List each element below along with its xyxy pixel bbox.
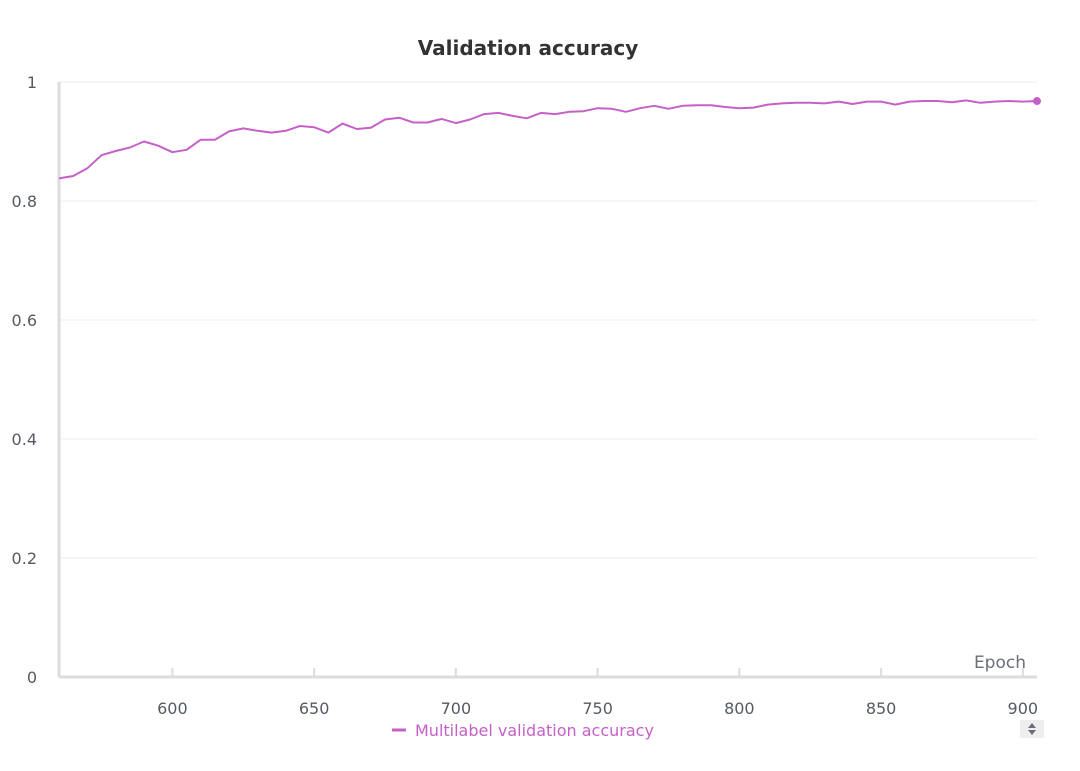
x-tick-label: 800 [724, 699, 755, 718]
axis-layer [57, 82, 1037, 679]
x-tick-label: 650 [299, 699, 330, 718]
grid-layer [59, 81, 1037, 559]
y-tick-label: 0.8 [12, 192, 37, 211]
x-tick-label: 750 [582, 699, 613, 718]
y-tick-label: 0.4 [12, 430, 37, 449]
x-tick-labels: 600 650 700 750 800 850 900 [157, 699, 1038, 718]
y-tick-label: 1 [27, 73, 37, 92]
y-tick-labels: 0 0.2 0.4 0.6 0.8 1 [12, 73, 37, 687]
series-line [58, 99, 1038, 180]
x-tick-label: 700 [441, 699, 472, 718]
y-tick-label: 0 [27, 668, 37, 687]
legend-label: Multilabel validation accuracy [415, 721, 654, 740]
x-axis-title: Epoch [974, 653, 1026, 673]
chart-title: Validation accuracy [418, 36, 638, 60]
x-tick-label: 600 [157, 699, 188, 718]
y-tick-label: 0.2 [12, 549, 37, 568]
x-tick-label: 900 [1008, 699, 1039, 718]
x-tick-label: 850 [866, 699, 897, 718]
series-layer [58, 97, 1041, 180]
y-tick-label: 0.6 [12, 311, 37, 330]
series-end-point [1033, 97, 1041, 106]
scroll-up-icon [1028, 723, 1036, 728]
legend[interactable]: Multilabel validation accuracy [392, 721, 654, 740]
scroll-down-icon [1028, 730, 1036, 735]
legend-scroll-button[interactable] [1020, 720, 1044, 738]
